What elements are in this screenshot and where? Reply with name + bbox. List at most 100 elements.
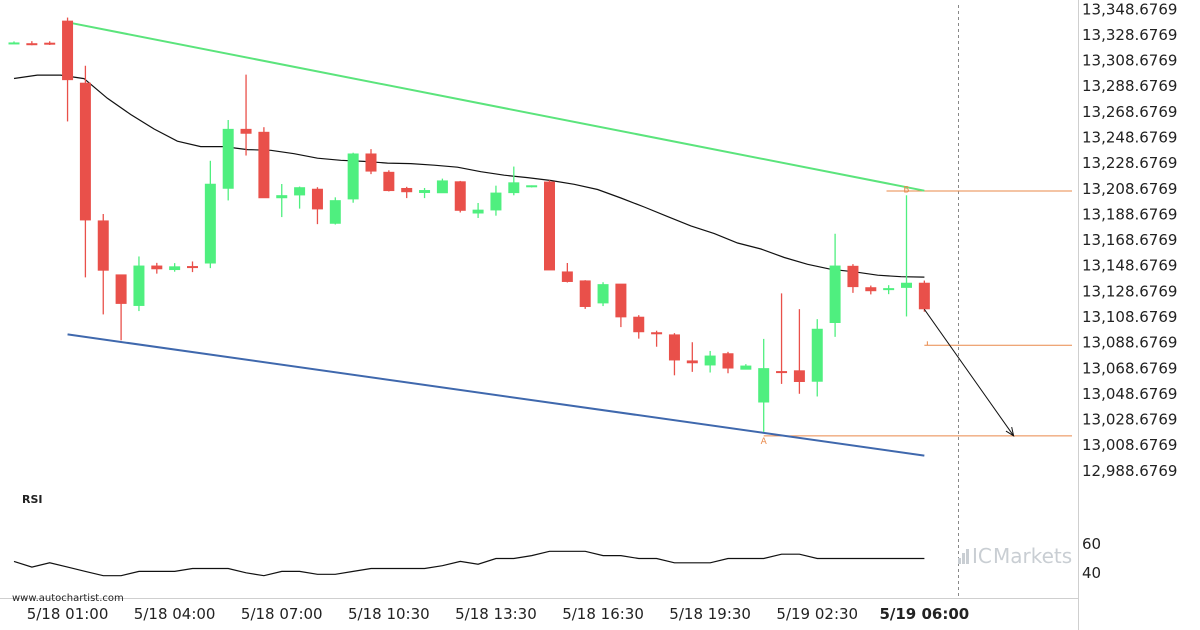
lower-trendline xyxy=(67,333,925,457)
candle xyxy=(329,197,341,225)
candle-body xyxy=(579,280,591,307)
candle xyxy=(651,330,663,347)
candle xyxy=(365,149,377,175)
candle xyxy=(311,187,323,225)
candle-body xyxy=(776,371,788,374)
candle xyxy=(883,285,895,295)
y-tick-label: 13,268.6769 xyxy=(1082,103,1177,121)
candle xyxy=(597,282,609,307)
candle xyxy=(704,350,716,373)
rsi-line xyxy=(13,550,925,577)
candle xyxy=(668,333,680,376)
candle-body xyxy=(240,128,252,134)
candle xyxy=(722,351,734,374)
candle xyxy=(526,185,538,188)
candle-body xyxy=(722,353,734,369)
y-tick-label: 13,108.6769 xyxy=(1082,308,1177,326)
y-tick-label: 13,328.6769 xyxy=(1082,26,1177,44)
candle xyxy=(169,263,181,272)
x-tick-label: 5/18 04:00 xyxy=(134,605,216,623)
candle-body xyxy=(401,187,413,193)
brand-ic: IC xyxy=(972,544,992,568)
rsi-tick-label: 60 xyxy=(1082,535,1101,553)
y-tick-label: 13,048.6769 xyxy=(1082,385,1177,403)
candle-body xyxy=(44,42,56,45)
candle xyxy=(26,41,38,46)
x-tick-label: 5/18 07:00 xyxy=(241,605,323,623)
candle xyxy=(115,274,127,341)
candle-body xyxy=(258,131,270,199)
candle xyxy=(133,256,145,312)
candle xyxy=(579,280,591,309)
candle-body xyxy=(544,181,555,271)
y-tick-label: 13,088.6769 xyxy=(1082,334,1177,352)
candle xyxy=(187,261,198,273)
candle xyxy=(865,285,877,295)
candle xyxy=(490,185,502,216)
candle xyxy=(740,364,752,370)
candle-body xyxy=(651,332,663,335)
candle xyxy=(686,342,698,372)
candle-body xyxy=(829,265,841,323)
y-tick-label: 13,008.6769 xyxy=(1082,436,1177,454)
candle-body xyxy=(633,316,645,333)
candle-body xyxy=(490,192,502,211)
candle xyxy=(436,178,448,194)
candle-body xyxy=(901,282,912,288)
x-tick-label: 5/19 02:30 xyxy=(776,605,858,623)
candle-body xyxy=(294,187,306,196)
projection-layer xyxy=(923,308,1015,437)
candle-body xyxy=(329,200,341,224)
rsi-panel: 60 40 xyxy=(13,535,1101,582)
candle xyxy=(401,186,413,199)
candle-body xyxy=(918,282,930,310)
candle xyxy=(472,202,484,218)
candle xyxy=(347,152,359,203)
candle-body xyxy=(365,153,377,172)
candle-body xyxy=(276,195,288,199)
candle xyxy=(776,293,788,384)
candle-body xyxy=(311,188,323,210)
candle-body xyxy=(597,284,609,304)
rsi-tick-label: 40 xyxy=(1082,564,1101,582)
candle-body xyxy=(383,171,395,192)
candle xyxy=(561,262,573,283)
brand-markets: Markets xyxy=(993,544,1072,568)
candle-body xyxy=(26,43,38,46)
candle xyxy=(151,262,163,274)
bars-icon xyxy=(958,549,969,564)
x-tick-label: 5/18 13:30 xyxy=(455,605,537,623)
levels-layer xyxy=(763,190,1072,437)
candle-body xyxy=(347,153,359,200)
point-label-b: B xyxy=(903,185,909,195)
candle xyxy=(758,338,770,432)
candle-body xyxy=(704,355,716,366)
x-tick-label: 5/18 01:00 xyxy=(27,605,109,623)
candle-body xyxy=(508,182,520,194)
y-tick-label: 13,348.6769 xyxy=(1082,0,1177,18)
candle-body xyxy=(758,368,770,403)
y-tick-label: 13,208.6769 xyxy=(1082,180,1177,198)
candle-body xyxy=(62,20,74,81)
candle-body xyxy=(865,287,877,292)
candle-body xyxy=(151,265,163,270)
candle-body xyxy=(526,185,538,188)
candle-body xyxy=(847,265,859,288)
candle xyxy=(829,233,841,337)
candle xyxy=(44,41,56,46)
candle-body xyxy=(115,274,127,304)
point-labels-layer: AB xyxy=(761,185,910,447)
candle xyxy=(62,17,74,122)
candle-body xyxy=(454,181,466,211)
x-tick-labels: 5/18 01:00 5/18 04:00 5/18 07:00 5/18 10:30… xyxy=(27,605,970,623)
moving-average-layer xyxy=(13,74,925,278)
y-tick-label: 13,308.6769 xyxy=(1082,52,1177,70)
candle-body xyxy=(811,328,823,382)
candle-body xyxy=(615,283,627,318)
candle-body xyxy=(883,288,895,291)
candle xyxy=(508,166,520,196)
candle xyxy=(222,120,234,201)
y-tick-label: 13,288.6769 xyxy=(1082,77,1177,95)
candle xyxy=(204,160,216,269)
